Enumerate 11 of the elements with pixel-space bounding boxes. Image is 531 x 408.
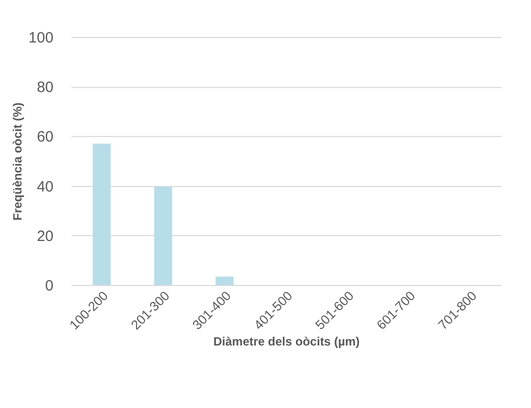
bar <box>154 186 172 285</box>
y-tick-label: 20 <box>36 228 54 245</box>
y-tick-label: 60 <box>36 128 54 146</box>
y-tick-label: 80 <box>36 79 54 96</box>
bar <box>216 276 234 285</box>
y-tick-label: 40 <box>36 178 54 196</box>
y-tick-label: 100 <box>28 30 54 46</box>
x-axis-title: Diàmetre dels oòcits (µm) <box>213 334 360 348</box>
y-axis-title: Freqüència oòcit (%) <box>10 102 24 221</box>
bar <box>92 144 111 285</box>
y-tick-label: 0 <box>45 278 54 294</box>
